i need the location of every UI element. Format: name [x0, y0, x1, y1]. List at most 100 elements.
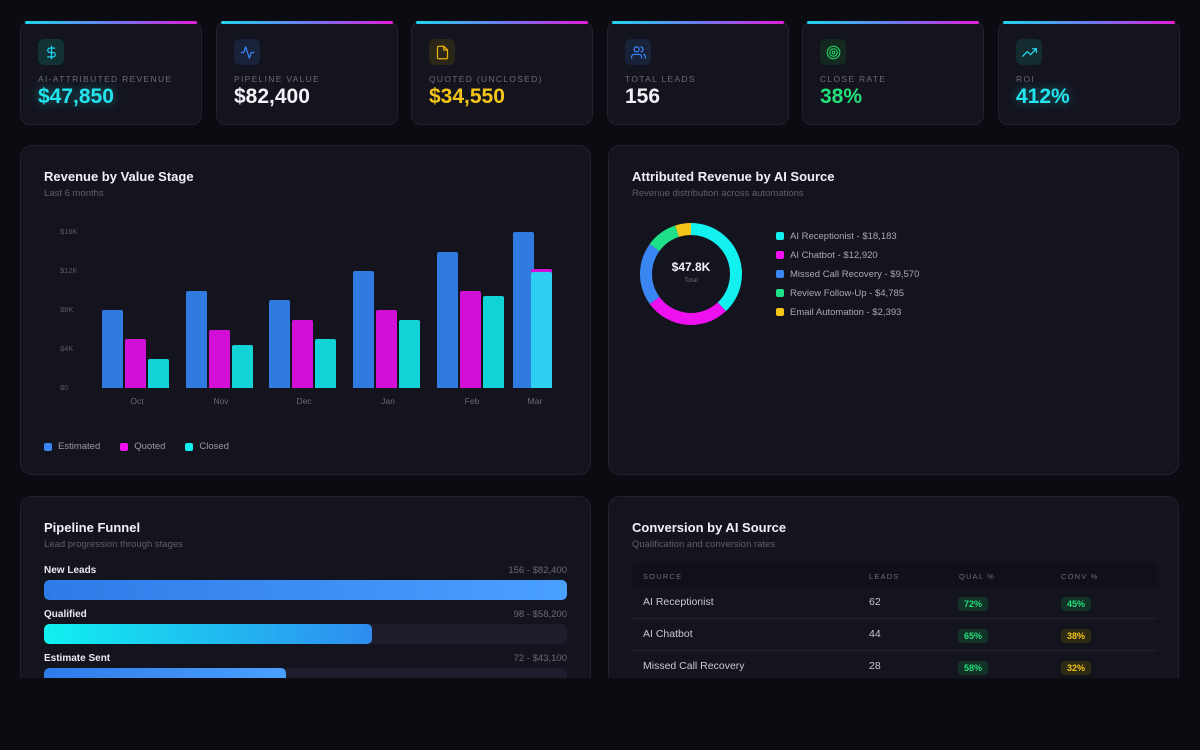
x-tick-label: Oct	[130, 396, 144, 406]
bar-closed-feb[interactable]	[483, 296, 504, 388]
conversion-panel: Conversion by AI Source Qualification an…	[608, 496, 1179, 678]
bar-estimated-oct[interactable]	[102, 310, 123, 388]
legend-swatch	[185, 442, 194, 451]
dashboard: AI-Attributed Revenue $47,850 Pipeline Val…	[20, 21, 1180, 678]
card-accent-line	[221, 21, 393, 24]
bar-quoted-nov[interactable]	[209, 329, 230, 388]
bar-estimated-jan[interactable]	[353, 271, 374, 388]
funnel-panel-subtitle: Lead progression through stages	[44, 539, 183, 550]
funnel-stage-bar	[44, 668, 567, 678]
column-header-leads: Leads	[869, 572, 900, 581]
funnel-stage-bar	[44, 624, 567, 644]
stat-label: Quoted (Unclosed)	[429, 74, 543, 84]
x-tick-label: Feb	[464, 396, 480, 406]
stat-card-roi: ROI 412%	[998, 21, 1180, 125]
stat-value: $82,400	[234, 85, 310, 108]
funnel-stage-value: 156 - $82,400	[508, 565, 567, 576]
bar-quoted-feb[interactable]	[460, 290, 481, 388]
funnel-stage-fill	[44, 624, 373, 644]
funnel-stage-bar	[44, 580, 567, 600]
donut-legend: AI Receptionist - $18,183 AI Chatbot - $1…	[776, 230, 920, 318]
card-accent-line	[612, 21, 784, 24]
source-cell: AI Chatbot	[643, 628, 693, 640]
donut-legend-item[interactable]: Email Automation - $2,393	[776, 306, 919, 318]
attribution-panel-subtitle: Revenue distribution across automations	[632, 188, 804, 199]
bar-quoted-jan[interactable]	[376, 310, 397, 388]
bar-closed-oct[interactable]	[148, 358, 169, 388]
donut-slice-ai-chatbot[interactable]	[649, 296, 726, 326]
bar-closed-nov[interactable]	[232, 345, 253, 388]
bar-closed-jan[interactable]	[399, 319, 420, 388]
qual-badge: 58%	[958, 661, 989, 675]
bar-quoted-dec[interactable]	[292, 319, 313, 388]
column-header-conv: Conv %	[1061, 572, 1099, 581]
x-tick-label: Dec	[296, 396, 312, 406]
legend-item-estimated[interactable]: Estimated	[44, 441, 100, 452]
legend-label: Estimated	[58, 441, 101, 452]
x-tick-label: Mar	[527, 396, 543, 406]
leads-cell: 44	[869, 628, 881, 640]
legend-swatch	[776, 232, 784, 240]
legend-item-quoted[interactable]: Quoted	[120, 441, 165, 452]
donut-slice-missed-call-recovery[interactable]	[639, 244, 660, 304]
target-icon	[820, 39, 846, 65]
source-cell: Missed Call Recovery	[643, 660, 745, 672]
donut-legend-item[interactable]: Review Follow-Up - $4,785	[776, 288, 919, 299]
funnel-stage-label: New Leads	[44, 565, 97, 576]
legend-swatch	[776, 289, 784, 297]
legend-swatch	[776, 251, 784, 259]
y-tick-label: $8K	[60, 305, 74, 314]
stat-value: $34,550	[429, 85, 505, 108]
funnel-stage-fill	[44, 668, 286, 678]
legend-swatch	[776, 308, 784, 316]
bar-quoted-oct[interactable]	[125, 339, 146, 388]
donut-legend-item[interactable]: AI Chatbot - $12,920	[776, 250, 919, 261]
funnel-stage-value: 98 - $58,200	[513, 609, 567, 620]
y-tick-label: $12K	[60, 266, 78, 275]
conversion-table-header	[632, 563, 1157, 587]
bar-closed-mar[interactable]	[531, 271, 552, 388]
bar-estimated-nov[interactable]	[186, 290, 207, 388]
stat-value: 38%	[820, 85, 863, 108]
legend-item-closed[interactable]: Closed	[185, 441, 229, 452]
conv-badge: 45%	[1061, 597, 1092, 611]
column-header-qual: Qual %	[959, 572, 996, 581]
legend-swatch	[120, 442, 129, 451]
stat-label: Close Rate	[820, 74, 887, 84]
legend-label: Closed	[199, 441, 229, 452]
donut-center-label: Total	[684, 277, 698, 284]
donut-legend-item[interactable]: Missed Call Recovery - $9,570	[776, 268, 920, 280]
stat-card-close-rate: Close Rate 38%	[802, 21, 984, 125]
legend-label: Missed Call Recovery - $9,570	[790, 268, 920, 280]
stat-card-pipeline-value: Pipeline Value $82,400	[216, 21, 398, 125]
stat-card-quoted-unclosed: Quoted (Unclosed) $34,550	[411, 21, 593, 125]
legend-label: AI Receptionist - $18,183	[790, 230, 897, 242]
funnel-panel-title: Pipeline Funnel	[44, 520, 141, 535]
card-accent-line	[807, 21, 979, 24]
bar-estimated-dec[interactable]	[269, 300, 290, 388]
users-icon	[625, 39, 651, 65]
bar-estimated-feb[interactable]	[437, 251, 458, 388]
donut-legend-item[interactable]: AI Receptionist - $18,183	[776, 230, 919, 242]
donut-slice-review-follow-up[interactable]	[649, 225, 679, 252]
donut-slice-email-automation[interactable]	[675, 223, 691, 237]
revenue-panel-subtitle: Last 6 months	[44, 188, 104, 199]
qual-badge: 65%	[958, 629, 989, 643]
card-accent-line	[416, 21, 588, 24]
trending-up-icon	[1016, 39, 1042, 65]
stat-value: $47,850	[38, 85, 114, 108]
bar-estimated-mar[interactable]	[513, 232, 534, 388]
stat-label: ROI	[1016, 74, 1036, 84]
stat-value: 156	[625, 85, 661, 108]
donut-slice-ai-receptionist[interactable]	[691, 223, 743, 312]
bar-closed-dec[interactable]	[315, 339, 336, 388]
leads-cell: 28	[869, 660, 881, 672]
legend-label: Email Automation - $2,393	[790, 306, 902, 318]
conv-badge: 38%	[1061, 629, 1092, 643]
x-tick-label: Nov	[213, 396, 229, 406]
y-tick-label: $0	[60, 383, 69, 392]
stat-label: AI-Attributed Revenue	[38, 74, 173, 84]
leads-cell: 62	[869, 596, 881, 608]
bar-chart-legend: Estimated Quoted Closed	[44, 441, 229, 452]
legend-swatch	[44, 442, 52, 451]
